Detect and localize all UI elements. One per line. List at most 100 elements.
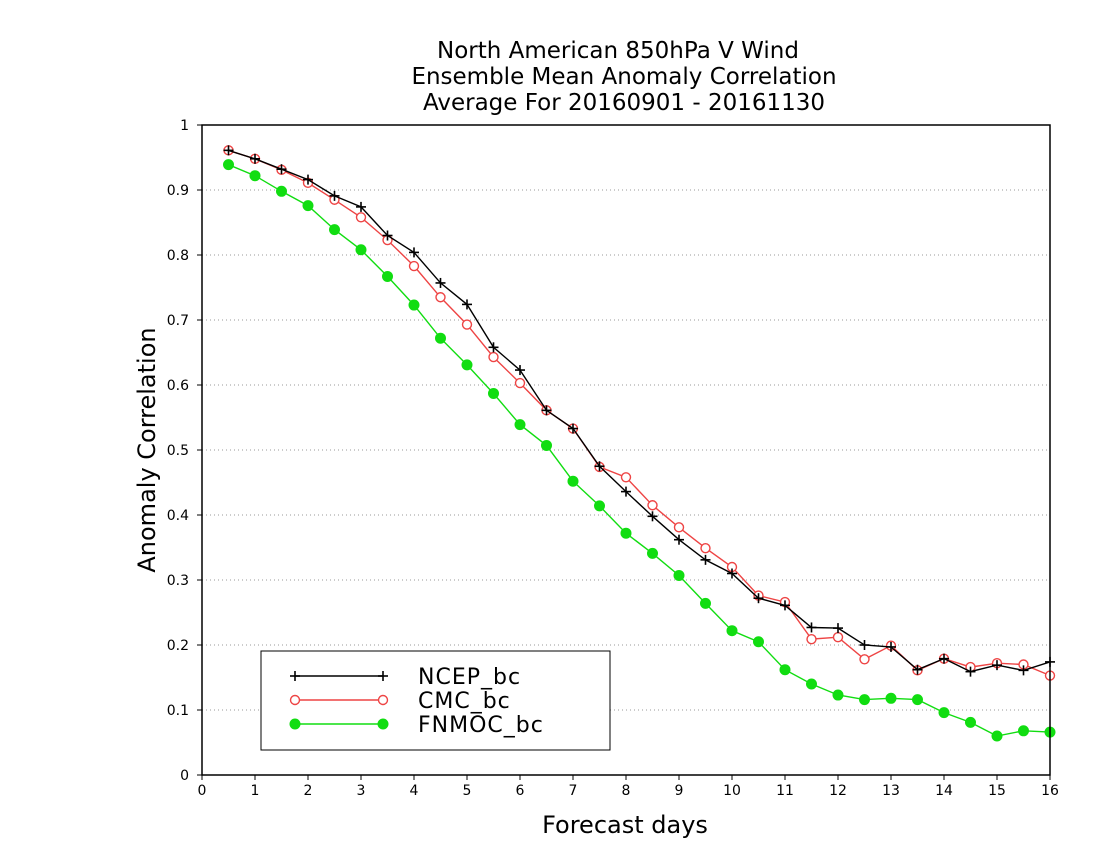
legend-marker bbox=[289, 718, 301, 730]
series-line-ncep-bc bbox=[228, 149, 1051, 673]
data-point-ncep-bc bbox=[568, 423, 578, 434]
data-point-fnmoc-bc bbox=[912, 694, 923, 706]
data-point-fnmoc-bc bbox=[541, 439, 552, 451]
data-point-ncep-bc bbox=[833, 623, 843, 634]
series-layer bbox=[223, 145, 1056, 742]
data-point-fnmoc-bc bbox=[302, 200, 314, 212]
legend-item-ncep-bc: NCEP_bc bbox=[290, 665, 521, 690]
x-tick-label: 12 bbox=[829, 783, 847, 799]
data-point-fnmoc-bc bbox=[276, 185, 287, 197]
x-tick-label: 14 bbox=[935, 783, 953, 799]
data-point-fnmoc-bc bbox=[885, 692, 897, 704]
y-tick-label: 0 bbox=[180, 768, 189, 784]
y-tick-label: 0.6 bbox=[167, 378, 189, 394]
data-point-cmc-bc bbox=[435, 292, 446, 303]
data-point-cmc-bc bbox=[700, 542, 711, 554]
series-fnmoc-bc bbox=[223, 159, 1056, 742]
data-point-fnmoc-bc bbox=[726, 625, 738, 637]
legend-label: FNMOC_bc bbox=[418, 713, 544, 738]
data-point-fnmoc-bc bbox=[753, 636, 764, 648]
data-point-ncep-bc bbox=[806, 622, 817, 633]
data-point-fnmoc-bc bbox=[408, 299, 420, 311]
data-point-ncep-bc bbox=[223, 145, 234, 156]
data-point-cmc-bc bbox=[859, 654, 870, 665]
data-point-ncep-bc bbox=[727, 568, 737, 579]
x-tick-label: 0 bbox=[198, 783, 207, 799]
data-point-cmc-bc bbox=[461, 319, 473, 330]
legend-label: NCEP_bc bbox=[418, 665, 521, 690]
x-tick-label: 2 bbox=[304, 783, 313, 799]
data-point-fnmoc-bc bbox=[355, 244, 367, 256]
series-ncep-bc bbox=[223, 145, 1055, 677]
legend-marker bbox=[289, 694, 301, 706]
data-point-fnmoc-bc bbox=[779, 664, 791, 676]
y-tick-label: 0.8 bbox=[167, 248, 189, 264]
y-tick-label: 1 bbox=[180, 118, 189, 134]
data-point-ncep-bc bbox=[621, 486, 631, 497]
data-point-fnmoc-bc bbox=[567, 475, 579, 487]
y-tick-label: 0.1 bbox=[167, 703, 189, 719]
data-point-ncep-bc bbox=[886, 641, 896, 652]
data-point-fnmoc-bc bbox=[673, 569, 685, 581]
chart-title-line-3: Average For 20160901 - 20161130 bbox=[423, 90, 825, 116]
x-tick-label: 6 bbox=[516, 783, 525, 799]
x-tick-label: 13 bbox=[882, 783, 900, 799]
x-tick-label: 4 bbox=[410, 783, 419, 799]
data-point-ncep-bc bbox=[912, 664, 923, 675]
data-point-cmc-bc bbox=[647, 500, 658, 511]
y-tick-label: 0.2 bbox=[167, 638, 189, 654]
chart-title-line-1: North American 850hPa V Wind bbox=[437, 38, 799, 64]
data-point-ncep-bc bbox=[276, 164, 287, 175]
data-point-ncep-bc bbox=[1018, 665, 1029, 676]
data-point-ncep-bc bbox=[462, 299, 472, 310]
data-point-ncep-bc bbox=[435, 277, 446, 288]
legend-marker bbox=[377, 718, 389, 730]
gridlines bbox=[202, 189, 1050, 711]
legend-marker bbox=[377, 694, 389, 706]
data-point-ncep-bc bbox=[780, 600, 790, 611]
x-tick-label: 10 bbox=[723, 783, 741, 799]
legend-marker bbox=[290, 671, 300, 681]
data-point-ncep-bc bbox=[992, 660, 1002, 671]
data-point-ncep-bc bbox=[250, 153, 260, 164]
y-tick-label: 0.4 bbox=[167, 508, 189, 524]
data-point-ncep-bc bbox=[700, 554, 711, 565]
data-point-ncep-bc bbox=[674, 534, 684, 545]
data-point-ncep-bc bbox=[356, 201, 366, 212]
series-cmc-bc bbox=[223, 145, 1056, 681]
y-tick-label: 0.5 bbox=[167, 443, 189, 459]
x-tick-label: 11 bbox=[776, 783, 794, 799]
data-point-cmc-bc bbox=[673, 522, 685, 533]
data-point-ncep-bc bbox=[515, 365, 525, 376]
data-point-fnmoc-bc bbox=[382, 270, 393, 282]
data-point-cmc-bc bbox=[488, 351, 499, 363]
x-tick-label: 7 bbox=[569, 783, 578, 799]
data-point-ncep-bc bbox=[594, 461, 605, 472]
data-point-ncep-bc bbox=[965, 666, 976, 677]
legend-item-cmc-bc: CMC_bc bbox=[289, 689, 511, 714]
data-point-fnmoc-bc bbox=[461, 359, 473, 371]
y-axis-ticks: 0 0.1 0.2 0.3 0.4 0.5 0.6 0.7 0.8 0.9 1 bbox=[167, 118, 202, 784]
data-point-ncep-bc bbox=[329, 190, 340, 201]
data-point-fnmoc-bc bbox=[806, 678, 817, 690]
data-point-cmc-bc bbox=[355, 212, 367, 223]
x-axis-label: Forecast days bbox=[542, 811, 708, 839]
legend-label: CMC_bc bbox=[418, 689, 511, 714]
data-point-ncep-bc bbox=[939, 653, 949, 664]
legend-item-fnmoc-bc: FNMOC_bc bbox=[289, 713, 544, 738]
data-point-fnmoc-bc bbox=[647, 547, 658, 559]
y-axis-label: Anomaly Correlation bbox=[133, 327, 161, 572]
x-tick-label: 3 bbox=[357, 783, 366, 799]
x-tick-label: 5 bbox=[463, 783, 472, 799]
data-point-cmc-bc bbox=[620, 472, 632, 483]
x-tick-label: 1 bbox=[251, 783, 260, 799]
y-tick-label: 0.9 bbox=[167, 183, 189, 199]
data-point-fnmoc-bc bbox=[594, 500, 605, 512]
data-point-fnmoc-bc bbox=[938, 707, 950, 719]
data-point-ncep-bc bbox=[541, 405, 552, 416]
data-point-fnmoc-bc bbox=[620, 527, 632, 539]
data-point-fnmoc-bc bbox=[223, 159, 234, 171]
